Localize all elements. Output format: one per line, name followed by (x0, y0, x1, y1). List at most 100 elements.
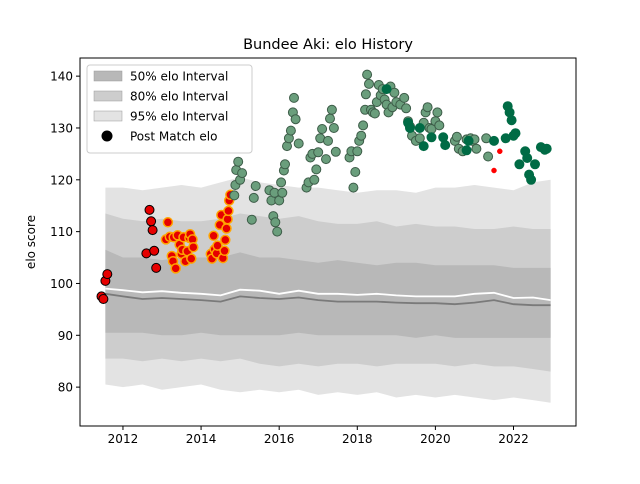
data-point (212, 240, 223, 251)
y-tick-label: 90 (58, 329, 73, 343)
data-point (471, 143, 482, 154)
data-point (147, 225, 158, 236)
data-point (313, 147, 324, 158)
data-point (146, 216, 157, 227)
y-axis: 80 90 100 110 120 130 140 (50, 70, 80, 395)
legend-label: Post Match elo (130, 130, 217, 144)
legend: 50% elo Interval 80% elo Interval 95% elo … (86, 64, 253, 154)
data-point (461, 145, 472, 156)
data-point (270, 217, 281, 228)
data-point (98, 294, 109, 304)
data-point (418, 141, 429, 152)
x-tick-label: 2022 (498, 432, 529, 446)
legend-swatch (93, 90, 123, 102)
data-point (233, 156, 244, 167)
data-point (541, 143, 552, 154)
data-point (309, 174, 320, 185)
data-point (360, 89, 371, 100)
data-point (522, 153, 533, 163)
data-point (483, 151, 494, 162)
legend-label: 50% elo Interval (130, 70, 228, 84)
data-point (237, 168, 248, 179)
data-points (96, 69, 552, 304)
data-point (220, 234, 231, 246)
data-point (362, 69, 373, 80)
data-point (276, 177, 287, 188)
y-tick-label: 100 (50, 277, 73, 291)
median-line (105, 292, 551, 307)
data-point (285, 125, 296, 136)
data-point (530, 159, 540, 170)
data-point (348, 182, 359, 193)
data-point (369, 108, 380, 119)
data-point (463, 135, 474, 146)
data-point (352, 146, 363, 157)
data-point (325, 113, 335, 124)
legend-marker (101, 130, 113, 142)
data-point (356, 130, 367, 141)
data-point (323, 135, 333, 146)
mean-line (105, 287, 551, 301)
plot-frame (79, 57, 577, 427)
y-tick-label: 130 (50, 121, 73, 135)
center-lines (105, 287, 551, 307)
data-point (277, 187, 288, 198)
data-point (440, 140, 451, 151)
y-tick-label: 140 (50, 70, 73, 84)
data-point (405, 123, 415, 133)
data-point (434, 120, 445, 131)
data-point (144, 204, 155, 215)
data-point (290, 114, 301, 125)
data-point (432, 107, 443, 118)
data-point (321, 154, 331, 165)
data-point (330, 146, 341, 157)
data-point (311, 164, 322, 175)
data-point (250, 181, 261, 191)
data-point (223, 205, 234, 217)
legend-frame (86, 64, 253, 154)
data-point (491, 167, 497, 174)
data-point (381, 84, 392, 95)
x-tick-label: 2020 (420, 432, 451, 446)
x-tick-label: 2012 (108, 432, 139, 446)
data-point (102, 269, 113, 280)
data-point (489, 135, 499, 146)
legend-swatch (93, 110, 123, 122)
data-point (358, 120, 369, 131)
data-point (451, 131, 462, 142)
data-point (293, 138, 304, 149)
y-tick-label: 110 (50, 225, 73, 239)
data-point (221, 223, 232, 234)
data-point (364, 78, 374, 89)
data-point (526, 174, 537, 185)
data-point (414, 123, 425, 133)
data-point (248, 192, 259, 203)
interval-bands (105, 177, 551, 403)
data-point (426, 132, 437, 143)
data-point (208, 230, 219, 242)
chart-title: Bundee Aki: elo History (243, 37, 413, 53)
data-point (401, 103, 412, 114)
data-point (289, 92, 299, 103)
data-point (186, 253, 197, 264)
data-point (280, 159, 290, 170)
data-point (272, 226, 283, 237)
data-point (219, 245, 230, 257)
y-tick-label: 120 (50, 173, 73, 187)
data-point (188, 241, 199, 253)
data-point (514, 159, 525, 170)
data-point (399, 92, 410, 103)
data-point (328, 123, 339, 133)
x-tick-label: 2018 (342, 432, 373, 446)
data-point (350, 167, 361, 177)
legend-label: 80% elo Interval (130, 90, 228, 104)
data-point (162, 217, 174, 228)
data-point (497, 148, 503, 155)
x-axis: 2012 2014 2016 2018 2020 2022 (108, 426, 529, 446)
data-point (326, 104, 337, 115)
y-tick-label: 80 (58, 381, 73, 395)
data-point (422, 102, 433, 113)
data-point (317, 124, 328, 134)
